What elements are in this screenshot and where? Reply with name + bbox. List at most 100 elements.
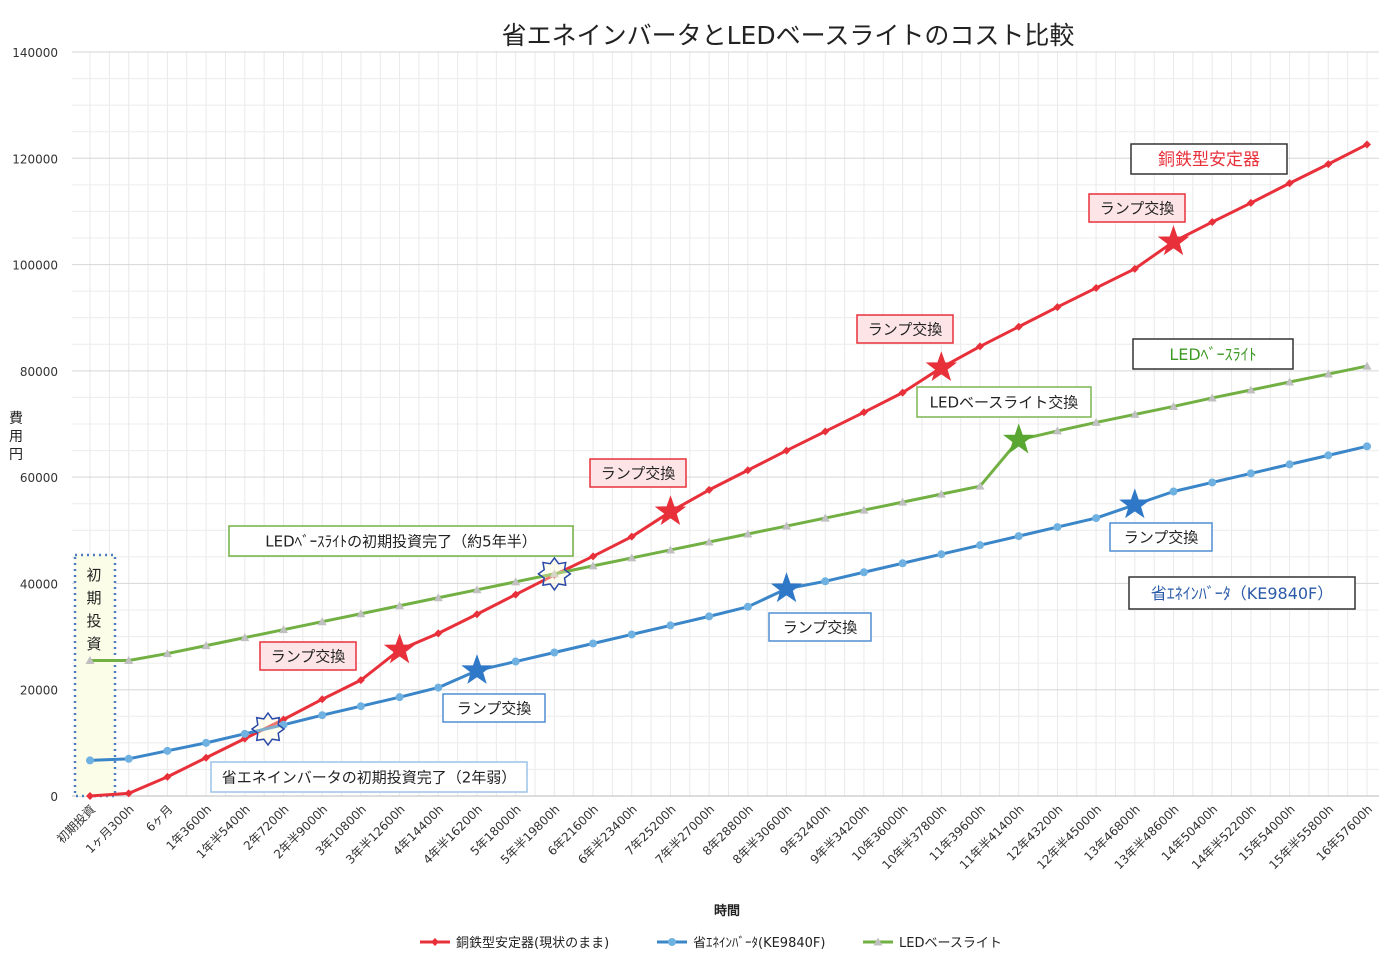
data-point-marker: [1363, 140, 1371, 149]
series-line: [89, 444, 1368, 762]
data-point-marker: [395, 601, 405, 610]
data-point-marker: [240, 633, 250, 642]
red-lamp-exchange-label: ランプ交換: [601, 464, 676, 482]
blue-lamp-exchange-label-box: [768, 612, 872, 642]
event-star-marker: [1003, 423, 1035, 454]
event-star-marker: [461, 654, 493, 684]
data-point-marker: [86, 756, 94, 765]
data-point-marker: [550, 648, 559, 657]
data-point-marker: [743, 602, 752, 611]
data-point-marker: [472, 585, 482, 594]
red-lamp-exchange-label-box: [259, 641, 357, 671]
initial-investment-char: 期: [86, 589, 101, 607]
data-point-marker: [395, 693, 404, 702]
crossover-star-marker: [250, 711, 286, 747]
chart-title: 省エネインバータとLEDベースライトのコスト比較: [502, 21, 1075, 50]
data-point-marker: [1363, 442, 1371, 451]
y-tick-label: 140000: [12, 46, 58, 60]
legend-label: 省ｴﾈｲﾝﾊﾞｰﾀ(KE9840F): [693, 936, 825, 951]
x-axis-title: 時間: [714, 903, 740, 919]
data-point-marker: [859, 568, 868, 577]
data-point-marker: [511, 577, 521, 586]
series-box-led: LEDﾍﾞｰｽﾗｲﾄ: [1169, 345, 1256, 364]
data-point-marker: [1324, 451, 1333, 460]
data-point-marker: [627, 630, 636, 639]
data-point-marker: [976, 342, 985, 351]
data-point-marker: [1362, 361, 1372, 370]
data-point-marker: [433, 593, 443, 602]
blue-lamp-exchange-label: ランプ交換: [457, 699, 532, 717]
data-point-marker: [124, 655, 134, 664]
initial-investment-char: 資: [86, 635, 101, 653]
data-point-marker: [1285, 460, 1294, 469]
data-point-marker: [1169, 401, 1179, 410]
data-point-marker: [472, 610, 481, 619]
event-star-marker: [1119, 488, 1151, 519]
data-point-marker: [318, 711, 327, 720]
data-point-marker: [589, 552, 598, 561]
data-point-marker: [1053, 303, 1062, 312]
data-point-marker: [356, 676, 365, 685]
y-tick-label: 60000: [20, 471, 58, 485]
event-star-marker: [925, 351, 958, 382]
data-point-marker: [1246, 469, 1255, 478]
data-point-marker: [898, 497, 908, 506]
data-point-marker: [1208, 218, 1217, 227]
y-tick-label: 40000: [20, 577, 58, 591]
data-point-marker: [1169, 487, 1178, 496]
series-box-inverter-box: [1128, 576, 1356, 610]
red-lamp-exchange-label-box: [1088, 193, 1186, 223]
y-tick-label: 20000: [20, 684, 58, 698]
led-exchange-label: LEDベースライト交換: [930, 393, 1079, 411]
legend-label: LEDベースライト: [899, 936, 1002, 951]
data-point-marker: [202, 738, 211, 747]
data-point-marker: [821, 577, 830, 586]
data-point-marker: [1285, 179, 1294, 188]
data-point-marker: [976, 541, 985, 550]
data-point-marker: [782, 521, 792, 530]
data-point-marker: [85, 655, 95, 664]
red-lamp-exchange-label: ランプ交換: [1100, 199, 1175, 217]
data-point-marker: [162, 649, 172, 658]
data-point-marker: [1052, 426, 1062, 435]
data-point-marker: [1208, 478, 1217, 487]
series-box-copper-iron-box: [1130, 143, 1288, 175]
data-point-marker: [936, 489, 946, 498]
data-point-marker: [705, 612, 714, 621]
initial-investment-char: 初: [86, 566, 101, 584]
data-point-marker: [434, 629, 443, 638]
y-tick-label: 100000: [12, 259, 58, 273]
series-box-led-box: [1132, 338, 1294, 370]
data-point-marker: [1246, 385, 1256, 394]
blue-lamp-exchange-label: ランプ交換: [783, 618, 858, 636]
series-line: [90, 364, 1368, 662]
event-star-marker: [1157, 225, 1190, 256]
data-point-marker: [202, 753, 211, 762]
data-point-marker: [356, 609, 366, 618]
data-point-marker: [1014, 322, 1023, 331]
red-lamp-exchange-label-box: [856, 314, 954, 344]
data-point-marker: [434, 683, 443, 692]
data-point-marker: [782, 446, 791, 455]
data-point-marker: [511, 657, 520, 666]
data-point-marker: [1053, 523, 1062, 532]
data-point-marker: [1092, 514, 1101, 523]
data-point-marker: [668, 938, 676, 946]
led-payback-label-box: [228, 525, 574, 557]
data-point-marker: [859, 408, 868, 417]
data-point-marker: [859, 505, 869, 514]
data-point-marker: [665, 545, 675, 554]
data-point-marker: [589, 639, 598, 648]
data-point-marker: [627, 553, 637, 562]
data-point-marker: [898, 388, 907, 397]
blue-lamp-exchange-label: ランプ交換: [1124, 528, 1199, 546]
data-point-marker: [431, 938, 439, 946]
y-axis-title-char: 円: [9, 447, 23, 463]
y-tick-label: 120000: [12, 152, 58, 166]
led-payback-label: LEDﾍﾞｰｽﾗｲﾄの初期投資完了（約5年半）: [265, 532, 536, 550]
legend: 銅鉄型安定器(現状のまま) 省ｴﾈｲﾝﾊﾞｰﾀ(KE9840F) LEDベースライト: [420, 936, 1002, 951]
data-point-marker: [1324, 160, 1333, 169]
data-point-marker: [1207, 393, 1217, 402]
data-point-marker: [821, 427, 830, 436]
